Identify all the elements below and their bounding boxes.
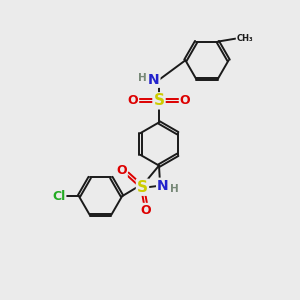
Text: CH₃: CH₃	[236, 34, 253, 43]
Text: O: O	[140, 204, 151, 217]
Text: H: H	[170, 184, 179, 194]
Text: S: S	[154, 93, 164, 108]
Text: N: N	[148, 73, 159, 87]
Text: Cl: Cl	[52, 190, 65, 203]
Text: O: O	[116, 164, 127, 177]
Text: O: O	[180, 94, 190, 107]
Text: O: O	[128, 94, 138, 107]
Text: N: N	[157, 179, 169, 193]
Text: S: S	[137, 180, 148, 195]
Text: H: H	[138, 73, 147, 83]
